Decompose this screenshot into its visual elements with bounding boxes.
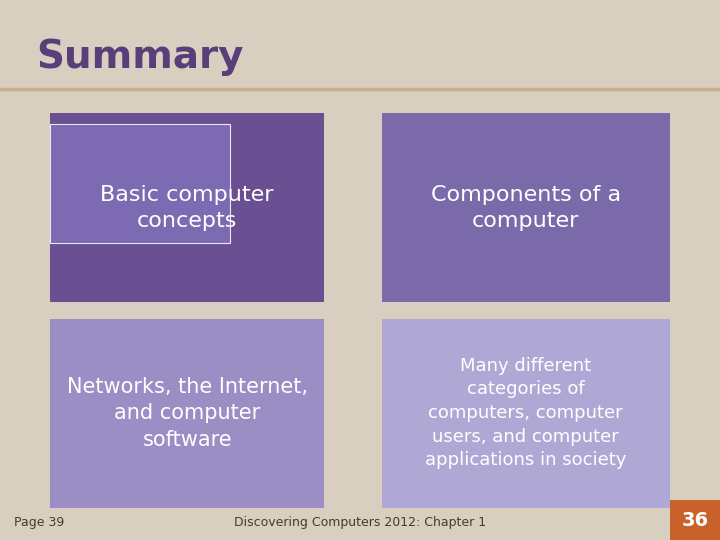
Text: Networks, the Internet,
and computer
software: Networks, the Internet, and computer sof… bbox=[67, 377, 307, 449]
Text: Basic computer
concepts: Basic computer concepts bbox=[101, 185, 274, 231]
Text: Summary: Summary bbox=[36, 38, 243, 76]
Text: Page 39: Page 39 bbox=[14, 516, 65, 529]
Text: Components of a
computer: Components of a computer bbox=[431, 185, 621, 231]
FancyBboxPatch shape bbox=[50, 113, 324, 302]
FancyBboxPatch shape bbox=[382, 319, 670, 508]
FancyBboxPatch shape bbox=[670, 500, 720, 540]
FancyBboxPatch shape bbox=[382, 113, 670, 302]
Text: Discovering Computers 2012: Chapter 1: Discovering Computers 2012: Chapter 1 bbox=[234, 516, 486, 529]
FancyBboxPatch shape bbox=[50, 319, 324, 508]
Text: 36: 36 bbox=[681, 510, 708, 530]
Text: Many different
categories of
computers, computer
users, and computer
application: Many different categories of computers, … bbox=[425, 357, 626, 469]
FancyBboxPatch shape bbox=[50, 124, 230, 243]
